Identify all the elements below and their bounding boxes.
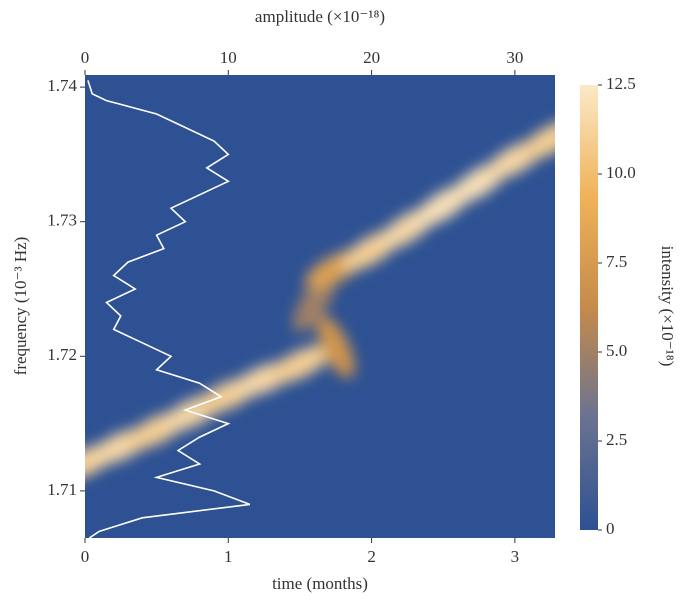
x2-tick-label: 0 [81,48,90,67]
colorbar-tick-label: 2.5 [606,430,627,449]
x-tick-label: 0 [81,547,90,566]
x2-tick-label: 30 [506,48,523,67]
ridge-cell [316,315,355,379]
ridge-cell [268,345,332,384]
colorbar-label: intensity (×10⁻¹⁸) [658,246,677,367]
ridge-layer [85,119,555,481]
x-tick-label: 1 [224,547,233,566]
colorbar-tick-label: 7.5 [606,252,627,271]
amplitude-line [87,80,251,538]
x2-tick-label: 10 [220,48,237,67]
y-tick-label: 1.71 [47,480,77,499]
x-tick-label: 3 [511,547,520,566]
y-tick-label: 1.74 [47,76,77,95]
x-tick-label: 2 [367,547,376,566]
y-tick-label: 1.73 [47,211,77,230]
colorbar [580,85,598,530]
y-axis-label: frequency (10⁻³ Hz) [11,237,30,376]
x2-axis-label: amplitude (×10⁻¹⁸) [255,7,385,26]
ridge-cell [292,272,336,332]
y-tick-label: 1.72 [47,345,77,364]
ridge-cell [520,119,555,160]
colorbar-tick-label: 12.5 [606,74,636,93]
x-axis-label: time (months) [272,574,368,593]
colorbar-tick-label: 0 [606,519,615,538]
colorbar-tick-label: 5.0 [606,341,627,360]
x2-tick-label: 20 [363,48,380,67]
colorbar-tick-label: 10.0 [606,163,636,182]
